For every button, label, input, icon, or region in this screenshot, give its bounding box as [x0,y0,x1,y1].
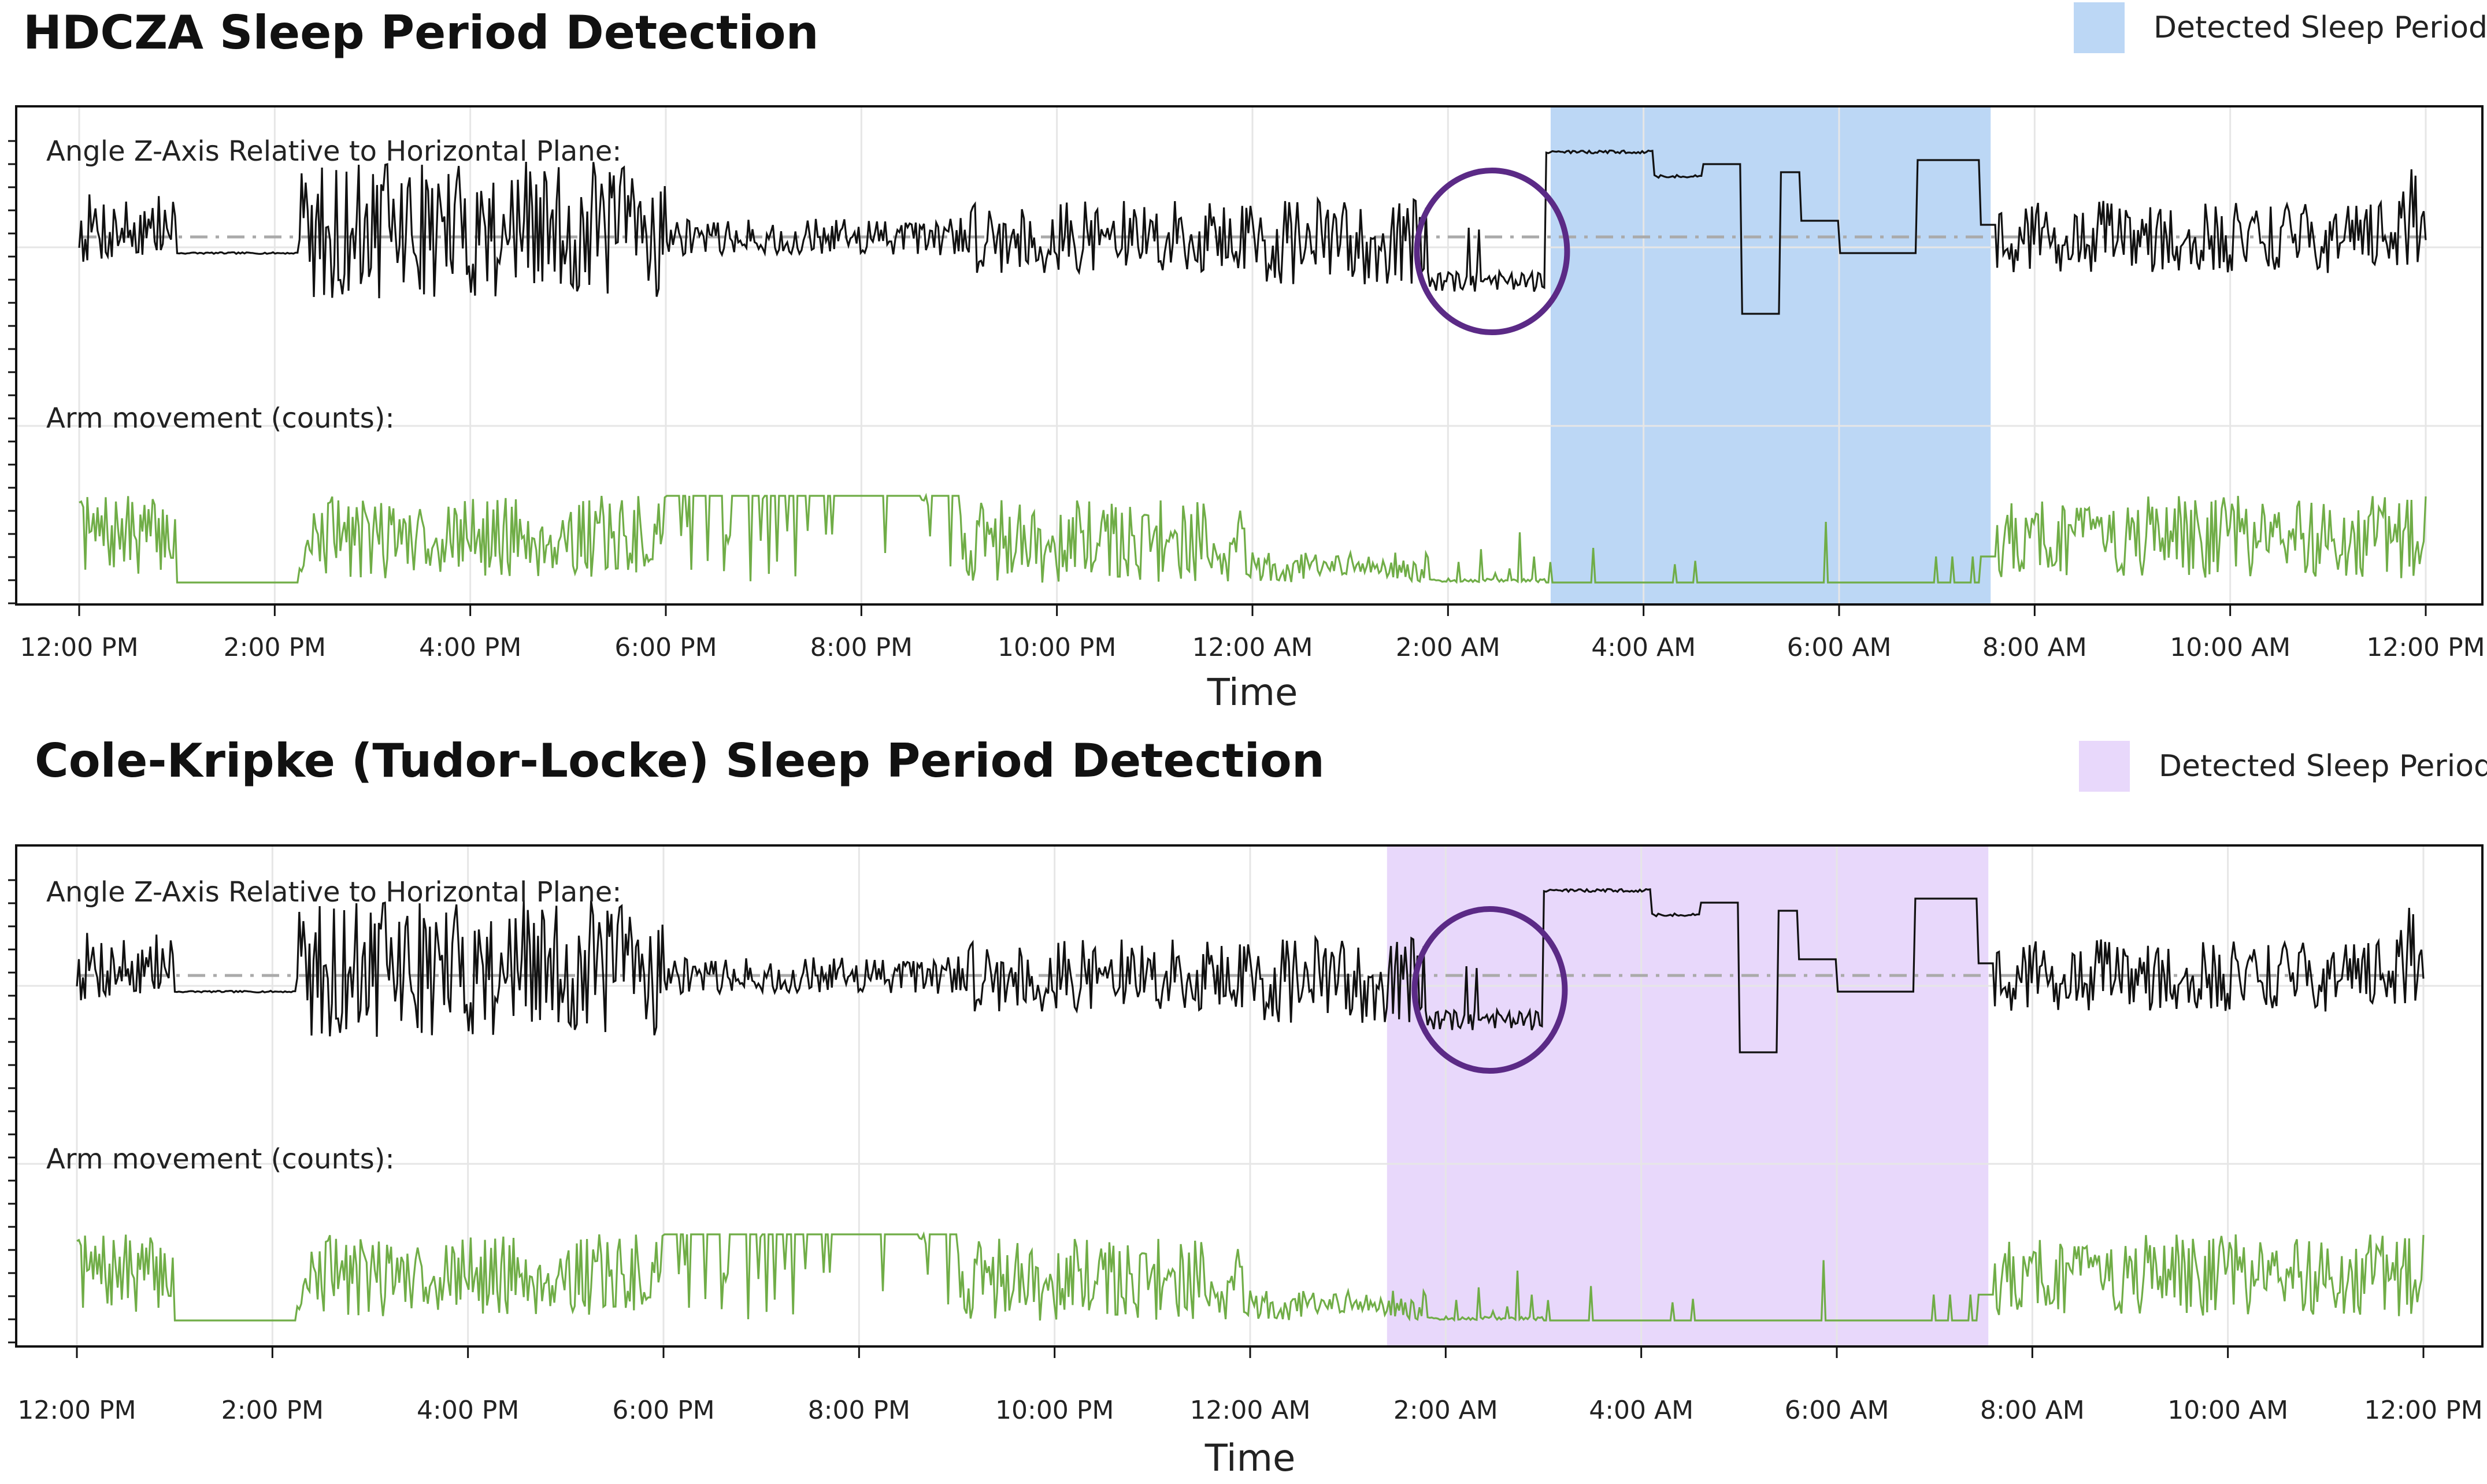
x-tick-label: 6:00 AM [1785,1396,1889,1425]
x-tick-label: 4:00 AM [1589,1396,1693,1425]
arm-series-label: Arm movement (counts): [46,402,395,435]
x-tick-label: 12:00 PM [2364,1396,2482,1425]
x-tick-label: 12:00 PM [2366,633,2485,662]
x-axis-title: Time [1204,1437,1296,1480]
x-tick-label: 12:00 AM [1190,1396,1311,1425]
panel-1-title: HDCZA Sleep Period Detection [23,6,819,60]
panel-2-legend: Detected Sleep Period [2079,741,2487,792]
x-tick-label: 2:00 AM [1396,633,1500,662]
x-tick-label: 8:00 AM [1982,633,2087,662]
x-tick-label: 10:00 AM [2167,1396,2288,1425]
x-tick-label: 4:00 AM [1591,633,1696,662]
arm-movement-trace [76,1231,2425,1322]
x-tick-label: 6:00 PM [612,1396,714,1425]
highlight-circle [1411,906,1568,1074]
panel-2-title: Cole-Kripke (Tudor-Locke) Sleep Period D… [35,734,1325,788]
x-tick-label: 12:00 PM [17,1396,136,1425]
x-tick-label: 12:00 AM [1192,633,1313,662]
arm-movement-trace [79,492,2427,584]
panel-2-legend-label: Detected Sleep Period [2159,749,2487,784]
x-tick-label: 4:00 PM [419,633,521,662]
arm-series-label: Arm movement (counts): [46,1143,395,1175]
x-tick-label: 10:00 PM [998,633,1116,662]
angle-z-trace [78,149,2427,315]
x-tick-label: 8:00 AM [1980,1396,2085,1425]
angle-series-label: Angle Z-Axis Relative to Horizontal Plan… [46,135,621,168]
x-tick-label: 2:00 PM [224,633,326,662]
x-tick-label: 2:00 AM [1393,1396,1498,1425]
panel-2-legend-swatch [2079,741,2130,792]
panel-1-legend: Detected Sleep Period [2074,2,2487,53]
sleep-period-band [1550,106,1991,604]
x-tick-label: 6:00 AM [1787,633,1892,662]
x-tick-label: 8:00 PM [810,633,913,662]
angle-z-trace [76,888,2425,1053]
panel-1-legend-label: Detected Sleep Period [2154,10,2487,45]
panel-1-legend-swatch [2074,2,2125,53]
x-tick-label: 10:00 PM [995,1396,1114,1425]
x-tick-label: 4:00 PM [417,1396,519,1425]
x-axis-title: Time [1207,671,1298,714]
angle-series-label: Angle Z-Axis Relative to Horizontal Plan… [46,876,621,908]
sleep-period-band [1387,845,1989,1346]
plot-border [15,105,2484,606]
x-tick-label: 6:00 PM [614,633,717,662]
highlight-circle [1414,168,1570,335]
x-tick-label: 2:00 PM [221,1396,324,1425]
x-tick-label: 10:00 AM [2170,633,2290,662]
x-tick-label: 8:00 PM [808,1396,910,1425]
x-tick-label: 12:00 PM [20,633,138,662]
